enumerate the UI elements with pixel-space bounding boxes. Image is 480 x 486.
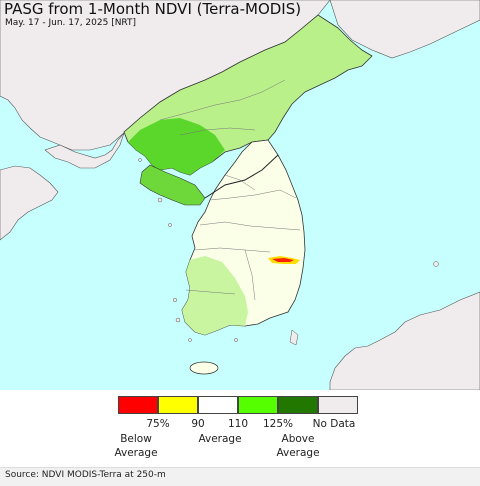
legend-swatch-110-125 bbox=[238, 396, 278, 414]
legend-swatch-below-75 bbox=[118, 396, 158, 414]
legend-tick-125: 125% bbox=[262, 418, 294, 430]
dmz-border bbox=[204, 154, 279, 199]
japan-land bbox=[329, 291, 480, 390]
legend-swatch-above-125 bbox=[278, 396, 318, 414]
legend: 75% 90 110 125% No Data Below Average Av… bbox=[0, 392, 480, 464]
legend-tick-75: 75% bbox=[146, 418, 170, 430]
admin-borders bbox=[159, 79, 301, 301]
legend-tick-no-data: No Data bbox=[312, 418, 356, 430]
ndvi-map bbox=[0, 0, 480, 390]
legend-caption-average: Average bbox=[198, 433, 242, 445]
tsushima bbox=[289, 329, 299, 346]
footer: Source: NDVI MODIS-Terra at 250-m bbox=[0, 467, 480, 486]
legend-caption-above: Above Average bbox=[276, 433, 320, 459]
legend-swatch-90-110 bbox=[198, 396, 238, 414]
below-average-core bbox=[272, 258, 294, 262]
jeju-island bbox=[189, 361, 219, 375]
legend-caption-below: Below Average bbox=[114, 433, 158, 459]
legend-tick-90: 90 bbox=[191, 418, 205, 430]
north-korea-hwanghae bbox=[139, 164, 206, 206]
liaodong-coast bbox=[44, 132, 125, 169]
date-range: May. 17 - Jun. 17, 2025 [NRT] bbox=[5, 18, 137, 28]
north-korea-west bbox=[128, 118, 225, 175]
map-title: PASG from 1-Month NDVI (Terra-MODIS) bbox=[4, 0, 302, 18]
small-islands bbox=[138, 158, 439, 342]
russia-land bbox=[329, 0, 480, 59]
source-credit: Source: NDVI MODIS-Terra at 250-m bbox=[5, 470, 166, 480]
legend-swatch-no-data bbox=[318, 396, 358, 414]
shandong-land bbox=[0, 165, 59, 241]
legend-swatch-75-90 bbox=[158, 396, 198, 414]
legend-tick-110: 110 bbox=[227, 418, 249, 430]
south-korea-southwest bbox=[182, 256, 248, 335]
